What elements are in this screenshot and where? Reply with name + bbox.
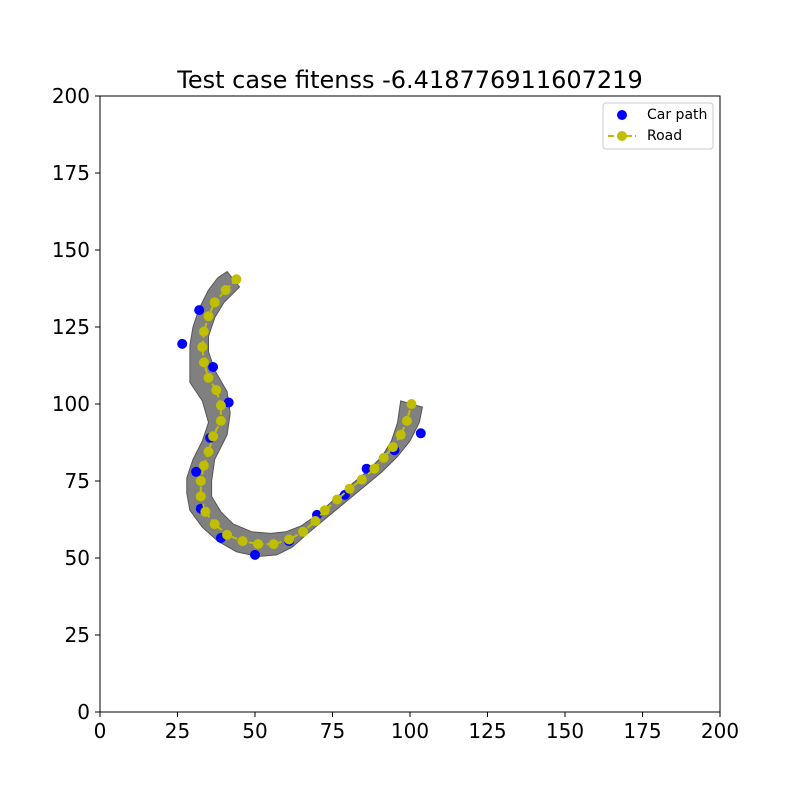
road-band	[186, 270, 423, 558]
road-point	[332, 494, 343, 505]
car-path-point	[208, 362, 219, 372]
road-point	[298, 526, 309, 537]
road-point	[401, 415, 412, 426]
x-tick-label: 25	[165, 719, 190, 743]
road-point	[197, 342, 208, 352]
legend-road-marker	[617, 131, 627, 141]
road-point	[378, 452, 389, 463]
x-tick-label: 125	[468, 719, 506, 743]
x-tick-label: 0	[94, 719, 107, 743]
y-tick-label: 175	[52, 161, 90, 185]
road-point	[209, 297, 220, 308]
road-point	[369, 463, 380, 474]
car-path-point	[194, 305, 205, 316]
legend-box	[602, 102, 714, 150]
road-point	[310, 516, 321, 526]
legend-car-path-label: Car path	[647, 107, 707, 123]
road-point	[198, 357, 209, 368]
x-tick-label: 150	[546, 719, 584, 743]
car-path-point	[250, 549, 260, 560]
road-point	[406, 399, 417, 409]
road-point	[198, 460, 209, 471]
y-tick-label: 75	[65, 469, 90, 493]
x-tick-label: 50	[242, 719, 267, 743]
y-tick-label: 125	[52, 315, 90, 339]
x-tick-label: 100	[391, 719, 429, 743]
car-path-point	[361, 463, 372, 474]
plot-area	[177, 270, 426, 560]
road-point	[344, 483, 355, 494]
x-tick-label: 200	[701, 719, 739, 743]
car-path-point	[223, 397, 234, 408]
road-point	[215, 400, 226, 411]
road-line	[199, 278, 413, 546]
road-point	[387, 442, 398, 453]
car-path-point	[177, 338, 188, 349]
y-tick-label: 150	[52, 238, 90, 262]
road-point	[268, 539, 279, 550]
road-point	[203, 311, 214, 322]
road-point	[208, 431, 219, 442]
y-tick-label: 100	[52, 392, 90, 416]
y-tick-label: 0	[77, 700, 90, 724]
road-point	[220, 285, 231, 295]
legend: Car path Road	[602, 102, 714, 150]
car-path-point	[415, 428, 426, 439]
road-point	[237, 536, 248, 547]
y-tick-label: 200	[52, 84, 90, 108]
car-path-point	[191, 466, 202, 477]
road-point	[215, 415, 226, 426]
road-point	[200, 506, 211, 517]
road-point	[284, 534, 295, 545]
road-point	[231, 274, 242, 285]
road-point	[211, 385, 222, 396]
road-point	[195, 476, 206, 486]
road-point	[395, 429, 406, 440]
chart-title: Test case fitenss -6.418776911607219	[176, 66, 642, 94]
road-point	[195, 491, 206, 502]
x-tick-label: 75	[320, 719, 345, 743]
road-point	[209, 519, 220, 530]
legend-car-path-marker	[617, 110, 627, 120]
road-point	[203, 372, 214, 383]
road-point	[198, 326, 209, 337]
y-tick-label: 25	[65, 623, 90, 647]
road-point	[253, 539, 264, 550]
axes: 0 25 50 75 100 125 150 175 200 0 25 50 75 100 125 150 17…	[52, 84, 739, 743]
x-tick-label: 175	[623, 719, 661, 743]
legend-road-label: Road	[647, 128, 682, 144]
road-point	[319, 505, 330, 516]
road-point	[203, 446, 214, 457]
road-point	[222, 529, 233, 540]
road-point	[356, 474, 367, 485]
y-tick-label: 50	[65, 546, 90, 570]
